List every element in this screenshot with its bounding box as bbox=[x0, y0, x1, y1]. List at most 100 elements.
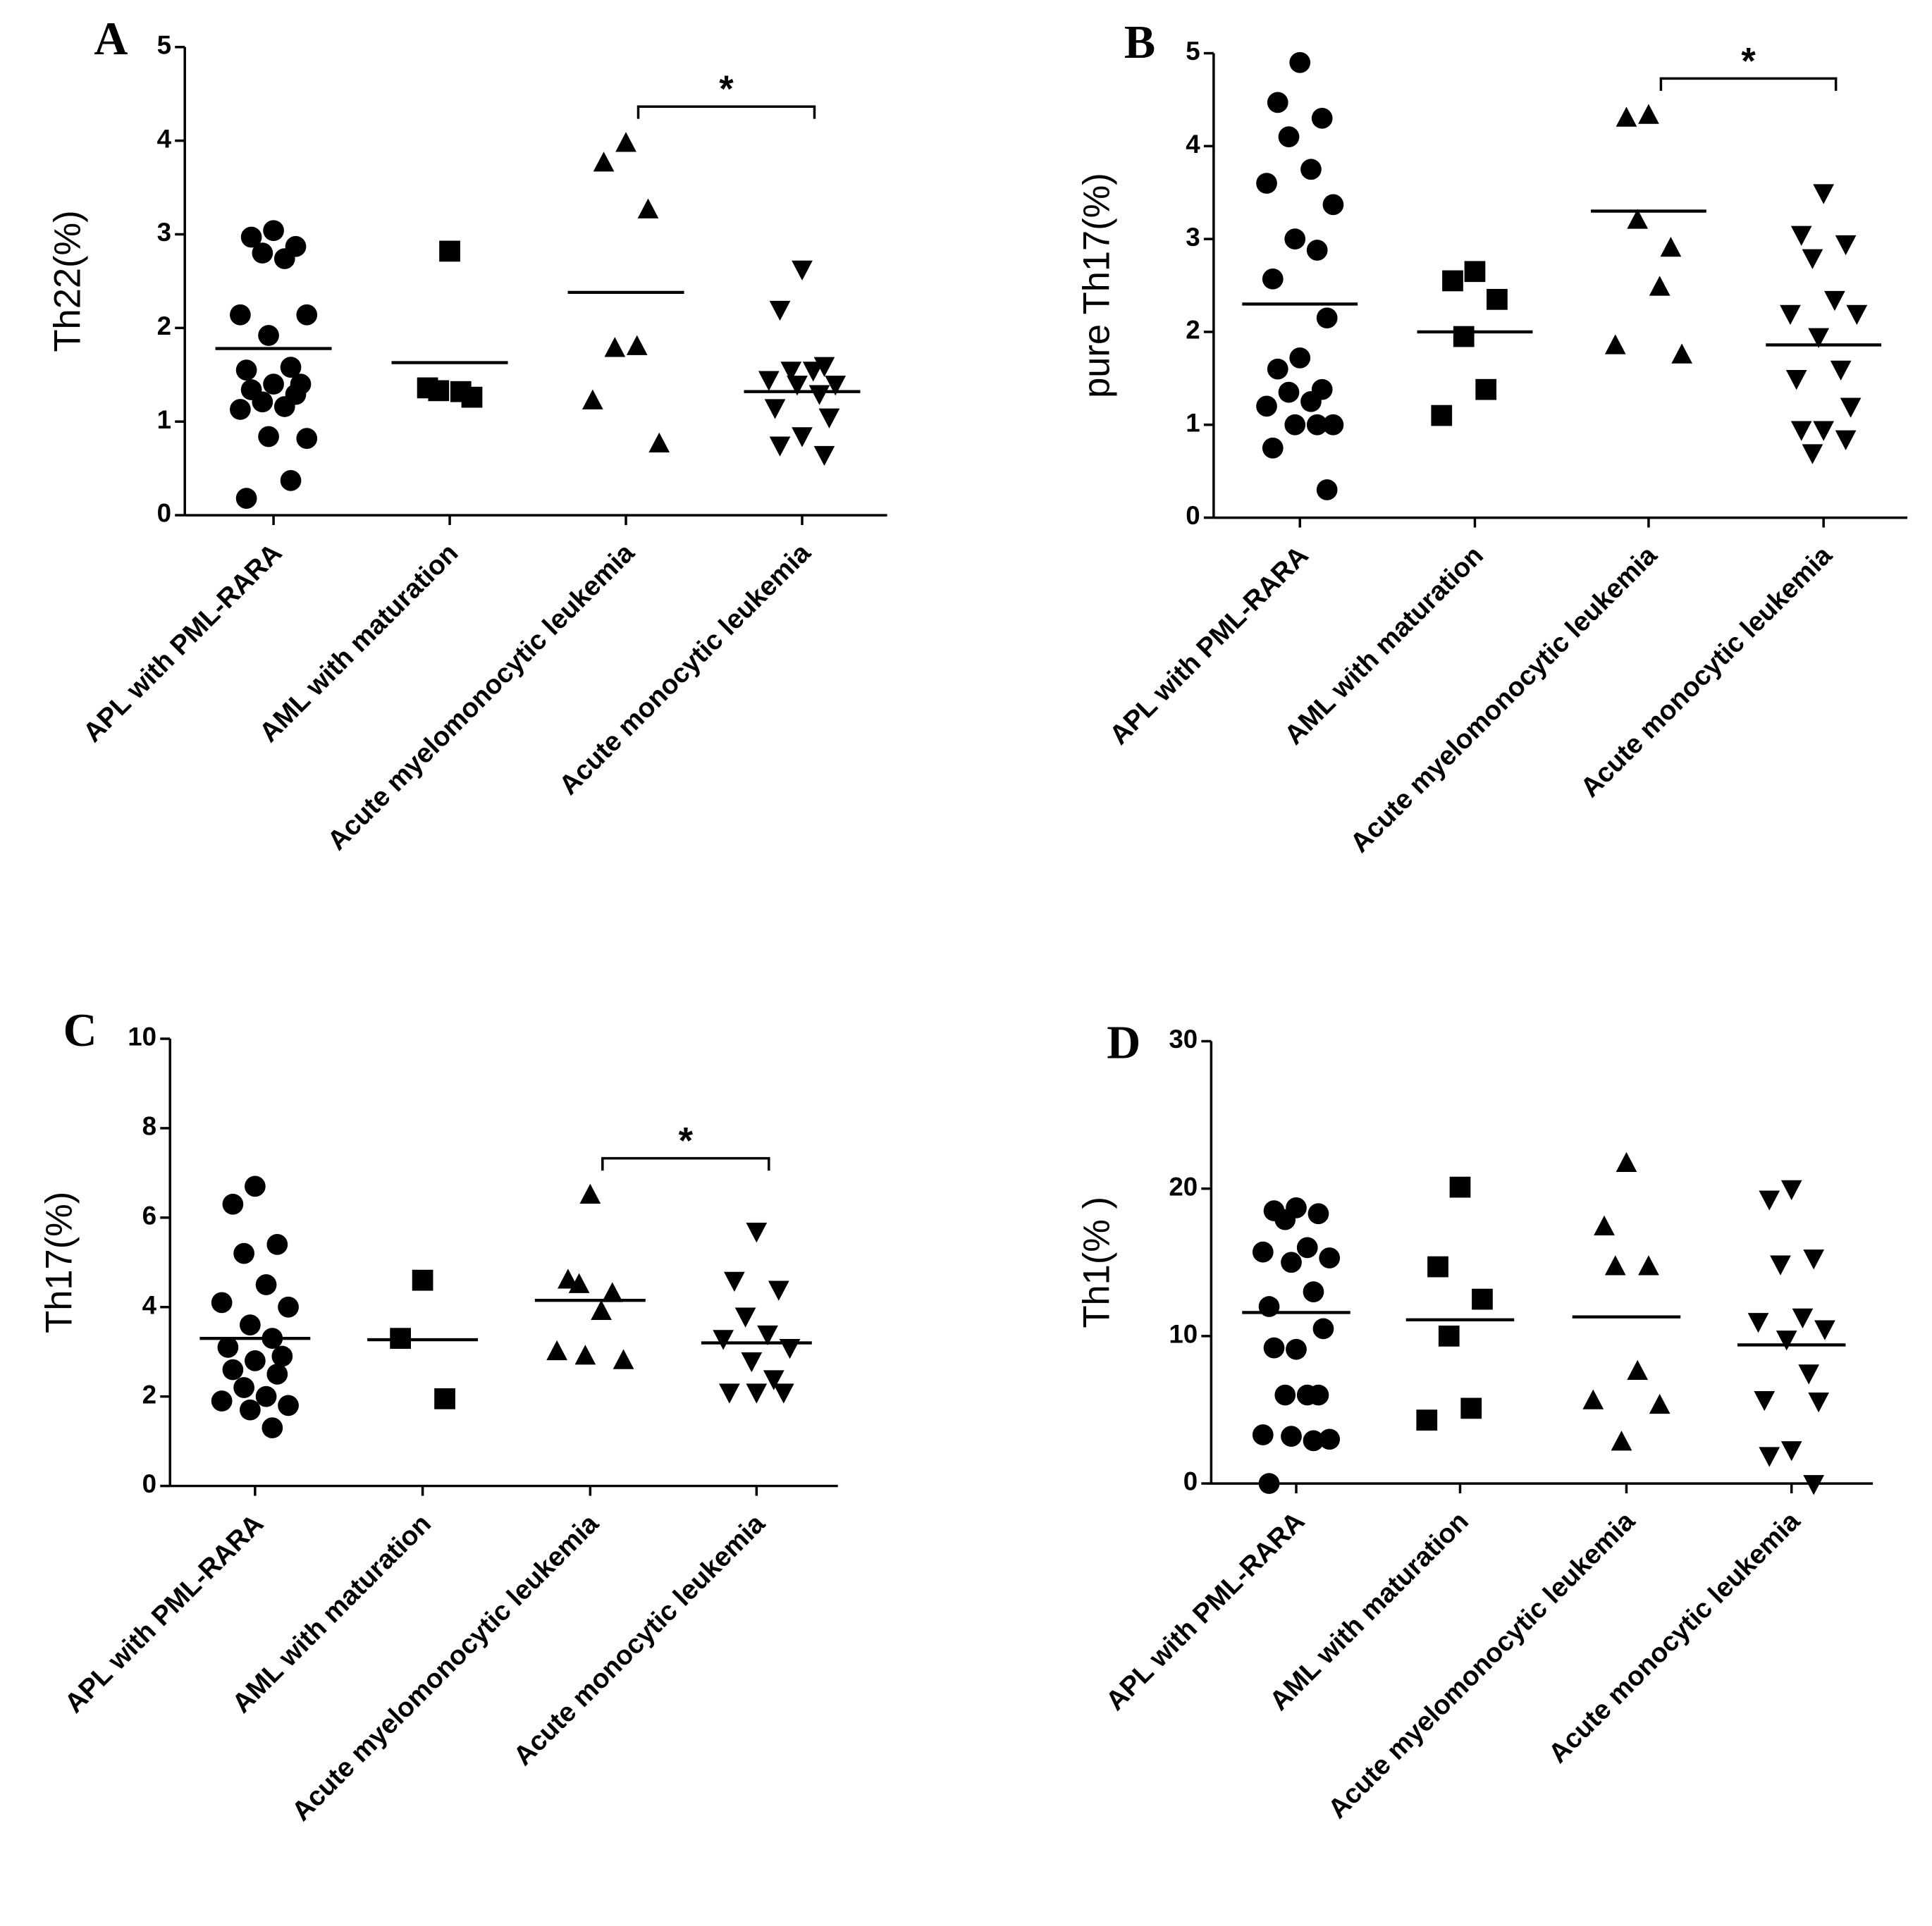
data-point bbox=[1319, 1247, 1341, 1268]
significance-bracket bbox=[601, 1156, 770, 1171]
data-point bbox=[1830, 360, 1852, 381]
x-tick-label: Acute myelomonocytic leukemia bbox=[286, 1508, 605, 1827]
data-point bbox=[1427, 1256, 1448, 1278]
data-point bbox=[593, 152, 615, 172]
panel-label: A bbox=[94, 13, 128, 65]
data-point bbox=[1296, 1384, 1318, 1406]
x-tick-label: APL with PML-RARA bbox=[1104, 540, 1315, 751]
y-tick-label: 3 bbox=[157, 218, 171, 247]
data-point bbox=[1274, 1209, 1296, 1230]
data-point bbox=[1258, 1473, 1280, 1494]
y-axis-label: Th17(%) bbox=[39, 1192, 80, 1333]
data-point bbox=[1649, 1393, 1670, 1414]
data-point bbox=[780, 362, 802, 382]
data-point bbox=[613, 1349, 634, 1369]
data-point bbox=[1611, 1431, 1632, 1451]
data-point bbox=[648, 432, 670, 452]
significance-label: * bbox=[679, 1121, 694, 1162]
data-point bbox=[235, 359, 257, 381]
data-point bbox=[211, 1390, 233, 1412]
data-point bbox=[582, 389, 603, 409]
data-point bbox=[1311, 107, 1333, 129]
data-point bbox=[591, 1300, 612, 1320]
y-tick-label: 0 bbox=[142, 1469, 156, 1498]
data-point bbox=[1286, 1338, 1307, 1360]
data-point bbox=[439, 240, 460, 262]
data-point bbox=[1322, 414, 1344, 436]
data-point bbox=[1319, 1428, 1341, 1450]
data-point bbox=[1281, 1252, 1302, 1273]
data-point bbox=[240, 1399, 261, 1421]
data-point bbox=[764, 399, 786, 419]
data-point bbox=[252, 242, 273, 264]
data-point bbox=[428, 380, 450, 402]
data-point bbox=[1296, 1237, 1318, 1259]
data-point bbox=[273, 248, 295, 269]
data-point bbox=[1759, 1190, 1780, 1211]
significance-label: * bbox=[1741, 41, 1756, 82]
x-tick-label: Acute myelomonocytic leukemia bbox=[322, 538, 641, 856]
data-point bbox=[296, 428, 318, 449]
data-point bbox=[240, 1314, 261, 1335]
data-point bbox=[713, 1330, 734, 1350]
data-point bbox=[792, 427, 813, 447]
data-point bbox=[217, 1336, 239, 1358]
data-point bbox=[1306, 414, 1328, 436]
data-point bbox=[1262, 268, 1284, 290]
data-point bbox=[1780, 304, 1801, 325]
data-point bbox=[604, 337, 626, 357]
data-point bbox=[1278, 381, 1300, 403]
data-point bbox=[1803, 1249, 1825, 1270]
data-point bbox=[601, 1282, 623, 1302]
data-point bbox=[1802, 249, 1823, 269]
significance-bracket bbox=[1659, 77, 1838, 91]
data-point bbox=[792, 260, 813, 281]
data-point bbox=[258, 426, 279, 447]
y-tick-label: 5 bbox=[157, 30, 171, 59]
data-point bbox=[1759, 1447, 1780, 1467]
data-point bbox=[768, 1280, 789, 1301]
data-point bbox=[244, 1175, 266, 1197]
data-point bbox=[1316, 479, 1338, 500]
data-point bbox=[450, 381, 472, 402]
significance-label: * bbox=[719, 69, 734, 110]
panel-label: C bbox=[63, 1005, 97, 1056]
data-point bbox=[1267, 358, 1288, 380]
data-point bbox=[1267, 92, 1288, 113]
data-point bbox=[1263, 1337, 1285, 1359]
data-point bbox=[1813, 421, 1835, 441]
data-point bbox=[263, 220, 284, 242]
data-point bbox=[255, 1274, 277, 1295]
data-point bbox=[1284, 414, 1306, 436]
data-point bbox=[273, 396, 295, 417]
data-point bbox=[1487, 288, 1508, 310]
data-point bbox=[746, 1222, 768, 1243]
data-point bbox=[1300, 390, 1322, 412]
data-point bbox=[1808, 1393, 1830, 1413]
data-point bbox=[1616, 1152, 1637, 1173]
data-point bbox=[787, 376, 808, 396]
data-point bbox=[1790, 421, 1812, 441]
data-point bbox=[280, 357, 302, 378]
data-point bbox=[1802, 444, 1823, 464]
data-point bbox=[1464, 261, 1486, 283]
data-point bbox=[615, 132, 636, 152]
data-point bbox=[558, 1268, 579, 1289]
data-point bbox=[769, 300, 791, 321]
data-point bbox=[1322, 194, 1344, 216]
y-tick-label: 2 bbox=[157, 311, 171, 340]
data-point bbox=[252, 391, 273, 413]
data-point bbox=[546, 1340, 567, 1361]
data-point bbox=[1262, 437, 1284, 459]
y-tick-label: 10 bbox=[1169, 1320, 1198, 1349]
data-point bbox=[1442, 270, 1463, 292]
y-axis-label: pure Th17(%) bbox=[1076, 173, 1117, 398]
data-point bbox=[808, 385, 830, 405]
data-point bbox=[773, 1383, 794, 1404]
data-point bbox=[1803, 1475, 1825, 1495]
data-point bbox=[1453, 326, 1475, 347]
y-tick-label: 0 bbox=[157, 499, 171, 528]
data-point bbox=[244, 1350, 266, 1371]
data-point bbox=[1449, 1176, 1471, 1198]
